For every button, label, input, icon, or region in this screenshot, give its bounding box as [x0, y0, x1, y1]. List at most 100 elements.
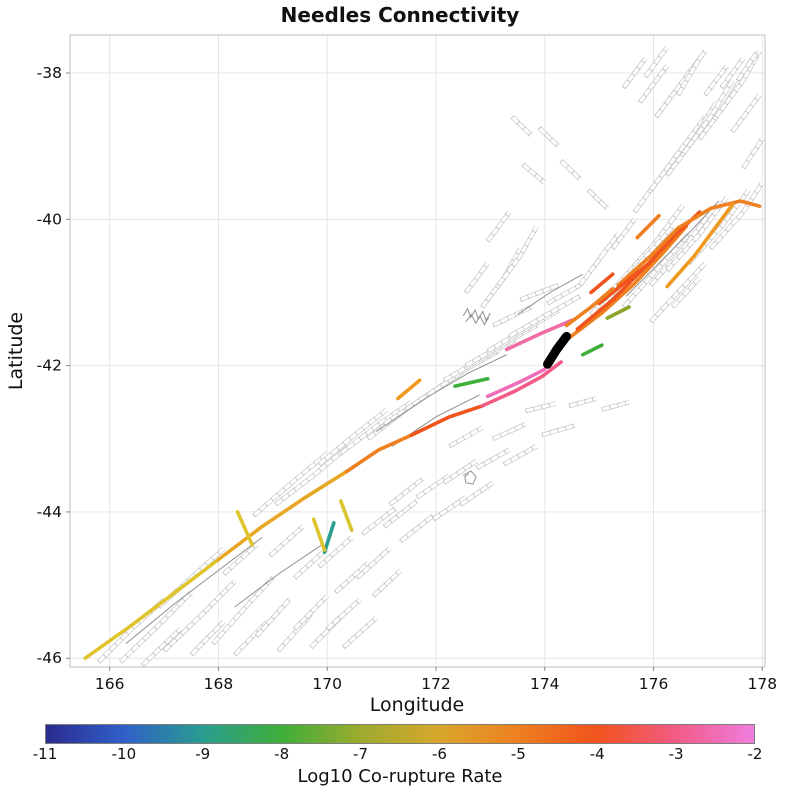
fault-trace-fill: [568, 396, 597, 408]
fault-trace-fill: [361, 507, 397, 536]
fault-trace-thin: [465, 313, 490, 326]
fault-trace-thin: [234, 544, 323, 608]
fault-trace-segments: [621, 232, 691, 309]
axis-ticks: 166 168 170 172 174 176 178 -38 -40 -42 -44 -46: [37, 64, 777, 693]
fault-trace-fill: [476, 448, 511, 470]
fault-trace-fill: [611, 218, 636, 250]
fault-trace-fill: [293, 594, 329, 631]
x-tick-label: 176: [639, 675, 669, 693]
corupture-fault-trace: [504, 318, 574, 352]
fault-trace-fill: [508, 294, 581, 338]
corupture-fault-trace: [311, 517, 327, 552]
fault-trace-fill: [649, 115, 707, 192]
fault-trace-segments: [276, 612, 313, 653]
colorbar: -11 -10 -9 -8 -7 -6 -5 -4 -3 -2 Log10 Co-rupture …: [33, 724, 762, 787]
corupture-fault-trace: [409, 404, 484, 437]
corupture-fault-trace: [665, 202, 735, 289]
fault-trace-segments: [649, 210, 713, 287]
fault-trace-fill: [318, 536, 353, 568]
fault-trace-fill: [538, 126, 560, 148]
y-tick-label: -38: [37, 64, 62, 82]
y-axis-label: Latitude: [5, 312, 27, 390]
fault-trace-thin: [462, 470, 477, 485]
y-tick-label: -44: [37, 503, 62, 521]
fault-trace-thin: [375, 354, 507, 432]
fault-trace-fill: [671, 276, 701, 309]
fault-trace-fill: [486, 211, 511, 243]
fault-trace-fill: [432, 495, 467, 521]
x-tick-label: 168: [204, 675, 234, 693]
corupture-fault-trace: [567, 224, 688, 340]
y-tick-label: -46: [37, 649, 62, 667]
corupture-fault-trace: [322, 521, 336, 554]
fault-trace-thin: [125, 537, 263, 644]
fault-trace-segments: [708, 181, 765, 251]
fault-trace-fill: [638, 64, 669, 104]
fault-trace-fill: [601, 400, 630, 412]
fault-trace-segments: [339, 400, 413, 456]
x-tick-label: 170: [312, 675, 342, 693]
colorbar-tick-label: -10: [111, 745, 137, 763]
fault-trace-fill: [274, 444, 351, 506]
plot-border: [69, 34, 766, 668]
fault-trace-fill: [682, 79, 734, 155]
corupture-fault-trace: [339, 499, 354, 532]
corupture-fault-trace: [453, 377, 490, 388]
fault-map-plot: 166 168 170 172 174 176 178 -38 -40 -42 -44 -46 Lon…: [5, 34, 777, 716]
fault-trace-fill: [731, 94, 761, 133]
fault-trace-thin: [462, 307, 491, 322]
fault-trace-fill: [497, 225, 538, 287]
needles-fault-trace: [543, 331, 571, 369]
corupture-fault-trace: [589, 272, 615, 295]
fault-trace-fill: [578, 254, 604, 287]
fault-trace-segments: [415, 473, 451, 500]
fault-trace-segments: [665, 196, 729, 273]
fault-trace-fill: [741, 138, 764, 169]
fault-trace-fill: [492, 422, 527, 441]
fault-trace-fill: [736, 51, 759, 82]
colorbar-tick-label: -5: [510, 745, 526, 763]
colorbar-label: Log10 Co-rupture Rate: [297, 766, 503, 787]
fault-trace-fill: [318, 408, 388, 466]
y-tick-label: -42: [37, 357, 62, 375]
fault-trace-fill: [222, 543, 258, 576]
fault-trace-fill: [372, 569, 402, 598]
fault-trace-fill: [644, 46, 669, 78]
fault-trace-fill: [459, 481, 494, 506]
fault-trace-segments: [140, 627, 182, 668]
needles-fault: [543, 331, 571, 369]
corupture-fault-trace: [616, 199, 762, 287]
corupture-fault-trace: [635, 213, 661, 240]
corupture-fault-trace: [485, 367, 547, 399]
fault-trace-segments: [432, 495, 468, 522]
fault-trace-thin: [625, 200, 720, 297]
fault-trace-segments: [252, 451, 329, 518]
fault-trace-segments: [211, 576, 275, 646]
fault-trace-fill: [339, 400, 413, 455]
fault-trace-fill: [559, 159, 582, 181]
fault-trace-fill: [521, 163, 546, 185]
fault-trace-fill: [269, 525, 304, 557]
gridlines: [70, 35, 765, 667]
corupture-fault-trace: [344, 433, 414, 474]
colorbar-tick-label: -8: [274, 745, 290, 763]
fault-trace-fill: [162, 580, 236, 653]
fault-trace-segments: [254, 598, 291, 638]
fault-trace-fill: [448, 426, 483, 448]
corupture-fault-trace: [396, 378, 422, 401]
colorbar-tick-label: -2: [747, 745, 763, 763]
fault-trace-fill: [703, 64, 729, 96]
colorbar-gradient: [45, 724, 755, 744]
fault-trace-fill: [388, 477, 424, 506]
fault-trace-fill: [622, 57, 647, 89]
fault-trace-fill: [676, 57, 702, 96]
colorbar-tick-label: -6: [431, 745, 447, 763]
fault-trace-fill: [541, 424, 576, 437]
y-tick-label: -40: [37, 210, 62, 228]
fault-trace-fill: [399, 514, 435, 543]
colorbar-tick-label: -11: [32, 745, 58, 763]
fault-trace-fill: [546, 283, 581, 305]
fault-trace-thin: [517, 273, 584, 315]
corupture-fault-trace: [480, 360, 563, 408]
